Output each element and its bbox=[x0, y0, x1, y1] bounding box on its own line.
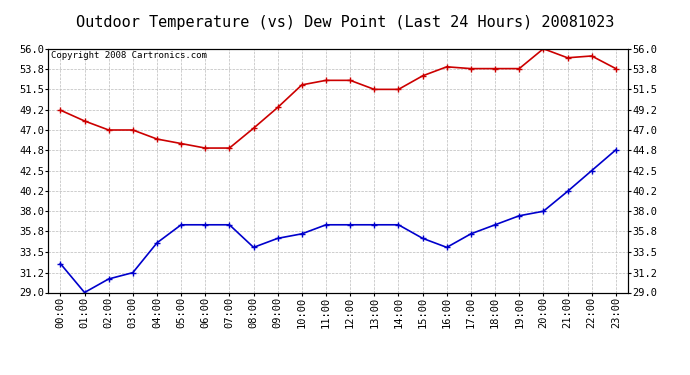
Text: Copyright 2008 Cartronics.com: Copyright 2008 Cartronics.com bbox=[51, 51, 207, 60]
Text: Outdoor Temperature (vs) Dew Point (Last 24 Hours) 20081023: Outdoor Temperature (vs) Dew Point (Last… bbox=[76, 15, 614, 30]
